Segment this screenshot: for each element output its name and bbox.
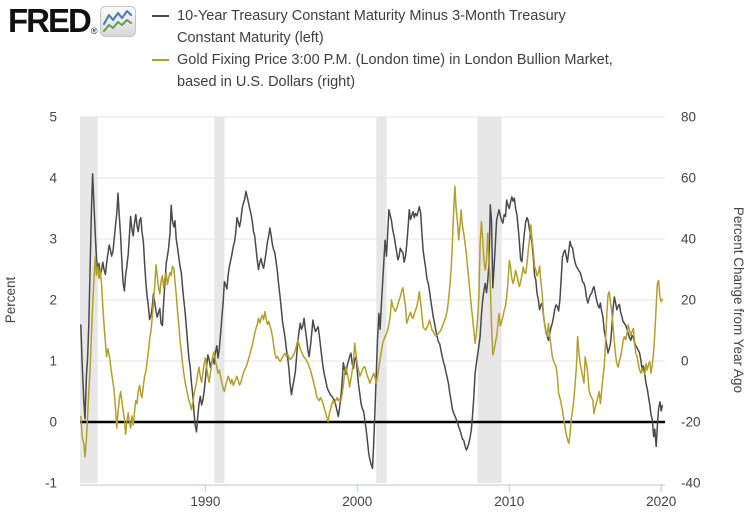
x-tick-label: 2010 — [494, 494, 524, 509]
y-left-tick-label: 1 — [49, 354, 57, 369]
series-lines — [80, 172, 664, 470]
axis-title-left: Percent — [3, 276, 18, 323]
legend-item-gold: Gold Fixing Price 3:00 P.M. (London time… — [152, 49, 613, 93]
gridlines — [80, 116, 665, 362]
registered-mark: ® — [90, 26, 98, 36]
x-tick-label: 1990 — [190, 494, 220, 509]
fred-sparkline-icon — [100, 6, 137, 42]
legend-item-treasury: 10-Year Treasury Constant Maturity Minus… — [152, 5, 613, 49]
y-right-tick-label: 0 — [681, 354, 689, 369]
y-right-tick-label: -40 — [681, 476, 701, 491]
y-left-tick-label: -1 — [45, 476, 57, 491]
y-right-tick-label: 60 — [681, 171, 696, 186]
y-left-tick-label: 2 — [49, 293, 57, 308]
y-left-tick-label: 0 — [49, 415, 57, 430]
series-line-treasury-spread — [80, 172, 664, 470]
axes — [80, 420, 665, 492]
axis-title-right: Percent Change from Year Ago — [731, 207, 746, 393]
y-left-tick-label: 5 — [49, 110, 57, 125]
y-left-tick-label: 3 — [49, 232, 57, 247]
legend-swatch-gold — [152, 59, 169, 61]
fred-logo-text: FRED — [8, 2, 92, 39]
y-right-tick-label: -20 — [681, 415, 701, 430]
fred-logo[interactable]: FRED ® — [8, 2, 137, 42]
legend: 10-Year Treasury Constant Maturity Minus… — [152, 5, 613, 93]
series-line-gold — [80, 185, 664, 458]
legend-label-gold[interactable]: Gold Fixing Price 3:00 P.M. (London time… — [177, 52, 613, 90]
y-left-tick-label: 4 — [49, 171, 57, 186]
y-right-tick-label: 40 — [681, 232, 696, 247]
y-right-tick-label: 80 — [681, 110, 696, 125]
x-tick-label: 2020 — [646, 494, 676, 509]
x-tick-label: 2000 — [342, 494, 372, 509]
legend-label-treasury[interactable]: 10-Year Treasury Constant Maturity Minus… — [177, 8, 566, 46]
tick-labels: 5 4 3 2 1 0 -1 80 60 40 20 0 -20 -40 1990 2000 2010 2020 — [45, 110, 701, 510]
legend-swatch-treasury — [152, 15, 169, 17]
y-right-tick-label: 20 — [681, 293, 696, 308]
